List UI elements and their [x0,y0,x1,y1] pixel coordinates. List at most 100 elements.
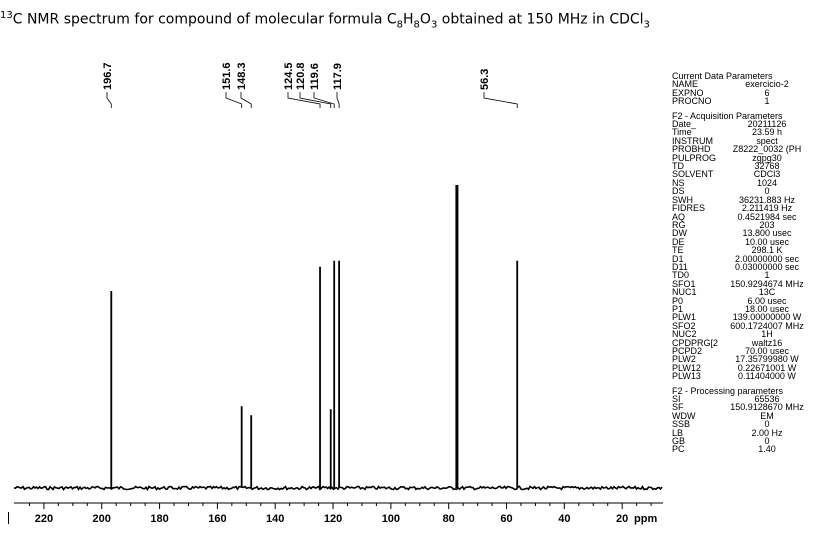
param-value: 298.1 K [751,245,783,256]
param-row: SF 150.9128670 MHz [672,403,812,412]
param-name: SOLVENT [672,169,714,180]
param-row: DE 10.00 usec [672,236,812,247]
peak-label-connector [287,92,321,108]
peak-label: 196.7 [102,62,114,90]
param-row: TD 32768 [672,161,812,172]
param-name: CPDPRG[2 [672,337,719,348]
param-row: FIDRES 2.211419 Hz [672,203,812,214]
param-value: 2.00 Hz [751,427,783,438]
param-group-header: Current Data Parameters [672,71,773,81]
param-value: 0 [764,436,770,447]
x-tick-label: 100 [382,513,400,525]
param-value: 1 [764,96,770,107]
param-value: 6.00 usec [747,295,787,306]
param-name: TE [672,245,684,256]
param-value: 0.4521984 sec [737,211,797,222]
param-name: SFO2 [672,320,696,331]
peak-label-connector [225,92,243,108]
param-group-header: F2 - Acquisition Parameters [672,110,783,121]
param-value: 65536 [754,394,780,405]
param-row: EXPNO 6 [672,87,812,98]
param-row: NUC2 1H [672,329,812,340]
peak-label-connector [336,92,340,108]
param-name: FIDRES [672,203,706,214]
param-value: 2.00000000 sec [734,253,800,264]
param-value: 0.03000000 sec [734,261,800,272]
param-name: INSTRUM [672,135,713,146]
peak-label: 124.5 [283,62,295,90]
param-row: PLW13 0.11404000 W [672,371,812,380]
peak-label-connector [299,92,332,108]
param-name: PROCNO [672,96,712,107]
param-value: 1.40 [758,444,776,455]
param-value: EM [760,410,774,421]
param-name: GB [672,436,686,447]
param-name: RG [672,219,686,230]
param-value: waltz16 [751,337,783,348]
param-value: 20211126 [747,119,787,130]
param-name: NS [672,177,685,188]
param-name: DW [672,228,687,239]
param-name: D1 [672,253,684,264]
x-axis-label: ppm [634,513,657,525]
param-row: D11 0.03000000 sec [672,261,812,272]
param-value: 1024 [756,177,778,188]
peak-label: 151.6 [221,62,233,90]
param-row: CPDPRG[2 waltz16 [672,337,812,348]
param-name: SSB [672,419,691,430]
peak-label-connector [240,92,252,108]
param-name: NUC2 [672,329,697,340]
param-value: zgpg30 [752,152,782,163]
param-value: 10.00 usec [744,236,790,247]
param-name: EXPNO [672,87,704,98]
param-name: SWH [672,194,693,205]
param-row: SOLVENT CDCl3 [672,169,812,180]
param-value: exercicio-2 [745,79,789,90]
x-tick-label: 140 [266,513,284,525]
peak-label-connector [483,92,518,108]
peak-label: 120.8 [295,62,307,90]
param-name: LB [672,427,684,438]
param-name: TD0 [672,270,690,281]
param-name: D11 [672,261,688,272]
param-value: 32768 [754,161,780,172]
param-name: DE [672,236,685,247]
peak-label: 119.6 [309,63,321,90]
param-row: PROCNO 1 [672,96,812,107]
x-tick-label: 40 [558,513,570,525]
param-name: DS [672,186,685,197]
param-value: 0 [764,419,770,430]
x-tick-label: 20 [616,513,628,525]
param-value: 17.35799980 W [735,354,799,365]
param-value: 0 [764,186,770,197]
peak-label-connector [313,92,335,108]
param-row: PULPROG zgpg30 [672,152,812,163]
param-row: SI 65536 [672,394,812,405]
param-row: NS 1024 [672,177,812,188]
peak-label: 56.3 [479,69,491,90]
cursor-mark [8,512,9,524]
param-name: AQ [672,211,686,222]
param-row: PLW12 0.22671001 W [672,362,812,373]
param-row: DS 0 [672,186,812,197]
param-value: 203 [759,219,775,230]
param-name: PLW12 [672,362,701,373]
nmr-spectrum-plot: 196.7 151.6 148.3 124.5 120.8 119.6 117.9 56.3 … [13,62,663,525]
param-value: spect [756,135,778,146]
param-value: 13C [758,287,776,298]
param-row: PLW1 139.00000000 W [672,313,812,322]
param-row: TD0 1 [672,270,812,281]
param-name: P0 [672,295,684,306]
param-row: DW 13.800 usec [672,228,812,239]
param-row: GB 0 [672,436,812,447]
param-name: SFO1 [672,278,696,289]
param-group: Current Data Parameters NAME exercicio-2 EX… [672,71,812,107]
param-value: 13.800 usec [742,228,792,239]
param-row: Time 23.59 h [672,127,812,138]
param-value: 1 [764,270,770,281]
param-row: SSB 0 [672,419,812,430]
param-name: PLW2 [672,354,696,365]
param-name: TD [672,161,684,172]
param-name: Time [672,127,692,138]
x-tick-label: 60 [500,513,512,525]
